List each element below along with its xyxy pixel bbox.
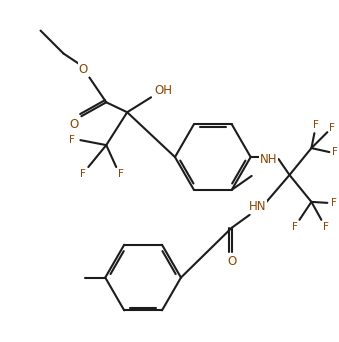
Text: F: F xyxy=(292,222,297,232)
Text: HN: HN xyxy=(249,200,266,213)
Text: NH: NH xyxy=(260,153,277,166)
Text: F: F xyxy=(314,120,319,130)
Text: OH: OH xyxy=(154,84,172,97)
Text: F: F xyxy=(118,169,124,179)
Text: F: F xyxy=(332,147,338,157)
Text: O: O xyxy=(70,118,79,131)
Text: F: F xyxy=(330,123,335,133)
Text: F: F xyxy=(80,169,86,179)
Text: O: O xyxy=(79,63,88,76)
Text: F: F xyxy=(332,198,337,208)
Text: O: O xyxy=(227,255,236,268)
Text: F: F xyxy=(323,222,329,232)
Text: F: F xyxy=(69,135,75,145)
